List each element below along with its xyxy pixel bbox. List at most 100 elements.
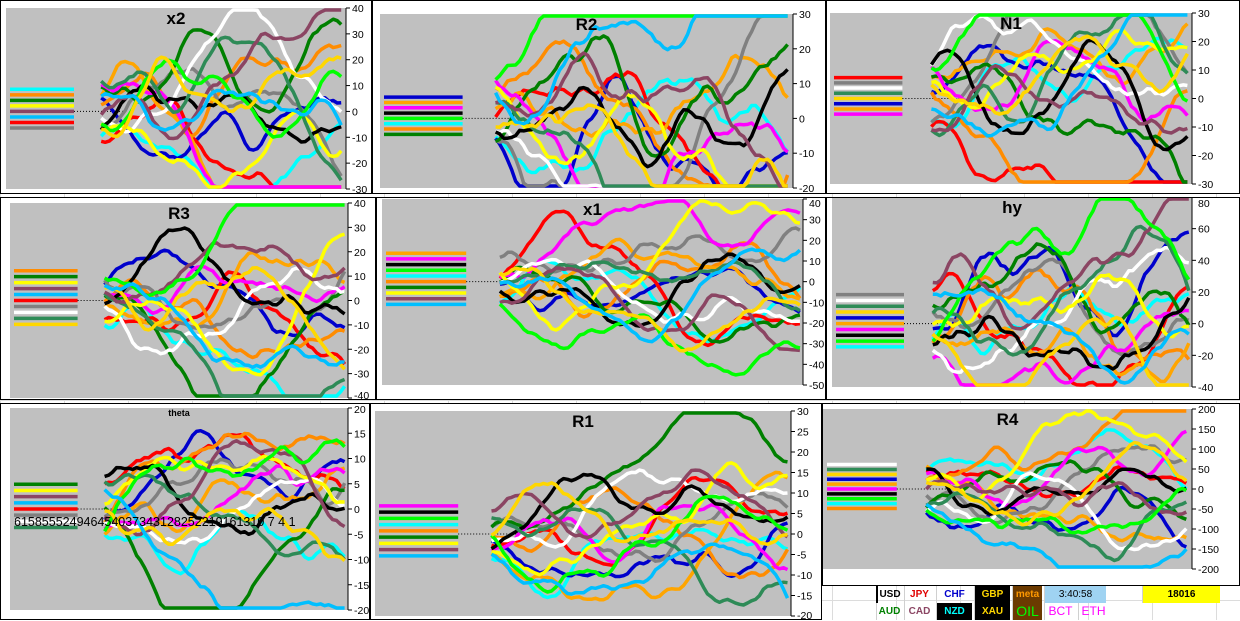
series-line — [103, 277, 346, 360]
y-tick-label: -20 — [797, 610, 812, 621]
y-tick-label: -200 — [1198, 564, 1219, 576]
y-tick-label: 30 — [799, 9, 811, 21]
series-line — [499, 266, 801, 353]
y-tick-label: -10 — [354, 555, 369, 567]
series-line — [498, 252, 801, 328]
y-tick-label: 20 — [797, 447, 809, 459]
series-line — [491, 468, 789, 540]
y-tick-label: -20 — [799, 183, 814, 195]
y-tick-label: -40 — [1198, 382, 1213, 394]
series-line — [490, 542, 790, 599]
y-tick-label: -20 — [1198, 151, 1213, 163]
y-tick-label: -50 — [1198, 504, 1213, 516]
y-tick-label: 15 — [354, 428, 366, 440]
y-tick-label: 5 — [354, 479, 360, 491]
series-line — [498, 237, 801, 301]
chart-panel-R3: 40 30 20 10 0 -10 -20 -30 -40 R3 — [0, 197, 376, 401]
y-tick-label: 40 — [354, 198, 366, 210]
y-tick-label: 0 — [799, 113, 805, 125]
series-line — [100, 35, 343, 182]
y-tick-label: 80 — [1198, 198, 1210, 210]
y-tick-label: 100 — [1198, 444, 1216, 456]
chart-svg: 40 30 20 10 0 -10 -20 -30 -40 -50 x1 — [382, 198, 824, 392]
legend-meta: meta — [1012, 586, 1042, 603]
y-tick-label: -50 — [809, 380, 824, 392]
chart-panel-N1: 30 20 10 0 -10 -20 -30 N1 — [826, 0, 1240, 194]
series-line — [931, 245, 1190, 374]
y-tick-label: 0 — [354, 504, 360, 516]
y-tick-label: 0 — [1198, 319, 1204, 331]
legend-chf: CHF — [936, 586, 972, 603]
series-line — [104, 232, 346, 377]
chart-title: theta — [168, 408, 190, 418]
legend-bct: BCT — [1044, 603, 1076, 620]
y-tick-label: 30 — [352, 29, 364, 41]
series-line — [932, 296, 1191, 371]
series-line — [931, 315, 1189, 387]
legend-jpy: JPY — [904, 586, 934, 603]
chart-svg: 30 25 20 15 10 5 0 -5 -10 -15 -20 R1 — [375, 406, 812, 621]
series-line — [495, 103, 788, 188]
y-tick-label: 0 — [1198, 484, 1204, 496]
series-line — [100, 88, 343, 132]
currency-legend: USD JPY CHF GBP meta 3:40:58 18016 AUD C… — [822, 586, 1240, 620]
series-line — [932, 287, 1190, 385]
y-tick-label: 50 — [1198, 464, 1210, 476]
series-line — [494, 34, 789, 158]
y-tick-label: 40 — [1198, 255, 1210, 267]
y-tick-label: 0 — [797, 529, 803, 541]
series-line — [491, 507, 788, 607]
series-line — [925, 471, 1188, 552]
y-tick-label: 40 — [352, 3, 364, 15]
y-tick-label: -30 — [809, 339, 824, 351]
y-tick-label: -100 — [1198, 524, 1219, 536]
y-tick-label: 150 — [1198, 424, 1216, 436]
chart-panel-R1: 30 25 20 15 10 5 0 -5 -10 -15 -20 R1 — [370, 403, 822, 621]
y-tick-label: -5 — [354, 529, 363, 541]
y-tick-label: 10 — [352, 81, 364, 93]
y-tick-label: -40 — [354, 390, 369, 401]
series-line — [931, 13, 1188, 138]
series-line — [103, 282, 345, 369]
series-line — [929, 89, 1188, 184]
series-line — [100, 55, 342, 139]
chart-title: x2 — [167, 9, 186, 28]
series-line — [104, 463, 346, 537]
chart-svg: 30 20 10 0 -10 -20 R2 — [380, 9, 814, 195]
series-line — [925, 502, 1188, 569]
chart-title: R1 — [572, 412, 594, 431]
legend-gbp: GBP — [974, 586, 1010, 603]
legend-aud: AUD — [876, 603, 902, 620]
y-tick-label: 30 — [809, 215, 821, 227]
series-line — [494, 53, 789, 138]
chart-panel-x1: 40 30 20 10 0 -10 -20 -30 -40 -50 x1 — [376, 197, 826, 400]
series-line — [931, 198, 1191, 343]
series-line — [103, 292, 346, 398]
y-tick-label: 30 — [797, 406, 809, 418]
chart-svg: 80 60 40 20 0 -20 -40 hy — [832, 198, 1213, 394]
series-line — [103, 472, 346, 561]
series-line — [931, 257, 1190, 356]
legend-nzd: NZD — [936, 603, 972, 620]
legend-eth: ETH — [1078, 603, 1108, 620]
series-line — [931, 63, 1188, 135]
y-tick-label: 20 — [354, 404, 366, 416]
chart-panel-R2: 30 20 10 0 -10 -20 R2 — [372, 0, 826, 195]
overlay-numbers: 615855524946454037343128252219161310 7 4… — [14, 515, 296, 529]
chart-svg: 30 20 10 0 -10 -20 -30 N1 — [830, 8, 1213, 191]
y-tick-label: 20 — [799, 44, 811, 56]
series-line — [931, 273, 1189, 339]
y-tick-label: 10 — [797, 488, 809, 500]
series-line — [104, 506, 346, 563]
y-tick-label: 20 — [354, 247, 366, 259]
y-tick-label: 0 — [1198, 94, 1204, 106]
y-tick-label: 10 — [809, 256, 821, 268]
series-line — [494, 14, 788, 126]
series-line — [925, 486, 1188, 535]
series-line — [930, 13, 1189, 103]
y-tick-label: 10 — [1198, 65, 1210, 77]
legend-counter: 18016 — [1142, 586, 1220, 603]
legend-usd: USD — [876, 586, 902, 603]
y-tick-label: 10 — [354, 454, 366, 466]
y-tick-label: 10 — [799, 79, 811, 91]
